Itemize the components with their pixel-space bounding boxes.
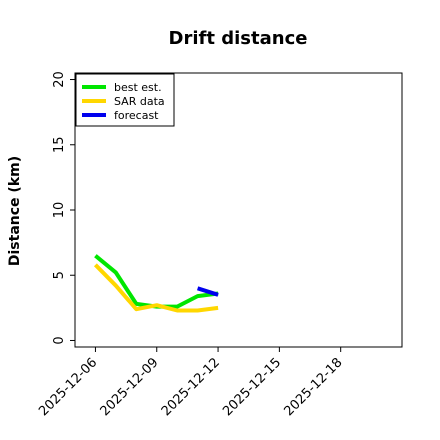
y-tick-label-4: 20 [52,71,67,88]
legend-label-best-est: best est. [114,81,162,94]
y-tick-label-0: 0 [52,336,67,344]
series-line-sar-data [93,263,219,313]
x-tick-label-3: 2025-12-15 [220,355,284,419]
x-axis-ticks: 2025-12-062025-12-092025-12-122025-12-15… [36,347,346,419]
legend-label-forecast: forecast [114,109,159,122]
y-axis-label: Distance (km) [7,156,23,266]
y-tick-label-2: 10 [52,202,67,219]
x-tick-label-2: 2025-12-12 [159,355,223,419]
y-axis-ticks: 0 5 10 15 20 [52,71,75,345]
y-tick-label-1: 5 [52,271,67,279]
legend-label-sar-data: SAR data [114,95,165,108]
series-line-forecast [196,286,219,297]
x-tick-label-0: 2025-12-06 [36,355,100,419]
x-tick-label-4: 2025-12-18 [281,355,345,419]
x-tick-label-1: 2025-12-09 [98,355,162,419]
legend: best est. SAR data forecast [75,73,175,127]
series-layer [93,254,219,313]
chart-title: Drift distance [169,28,308,49]
y-tick-label-3: 15 [52,136,67,153]
